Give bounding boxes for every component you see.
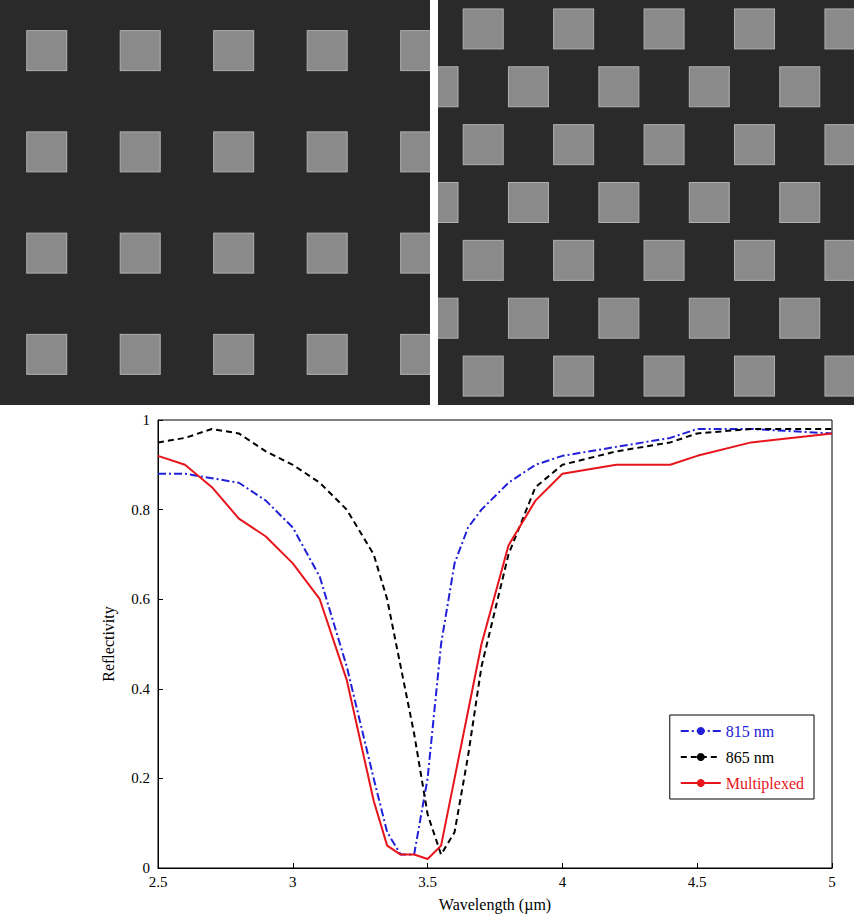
svg-text:865 nm: 865 nm xyxy=(726,749,775,766)
svg-text:2.5: 2.5 xyxy=(149,874,168,890)
svg-text:4: 4 xyxy=(559,874,567,890)
svg-text:815 nm: 815 nm xyxy=(726,723,775,740)
svg-text:Wavelength (µm): Wavelength (µm) xyxy=(439,896,551,914)
svg-text:0: 0 xyxy=(142,860,150,876)
svg-text:0.8: 0.8 xyxy=(131,502,150,518)
svg-text:1: 1 xyxy=(143,412,151,428)
svg-text:4.5: 4.5 xyxy=(688,874,707,890)
svg-text:0.6: 0.6 xyxy=(131,591,150,607)
svg-text:Multiplexed: Multiplexed xyxy=(726,775,804,793)
svg-text:3.5: 3.5 xyxy=(418,874,437,890)
svg-text:0.4: 0.4 xyxy=(131,681,150,697)
svg-text:5: 5 xyxy=(828,874,836,890)
svg-text:0.2: 0.2 xyxy=(131,770,150,786)
svg-text:3: 3 xyxy=(289,874,297,890)
svg-text:Reflectivity: Reflectivity xyxy=(100,606,118,682)
